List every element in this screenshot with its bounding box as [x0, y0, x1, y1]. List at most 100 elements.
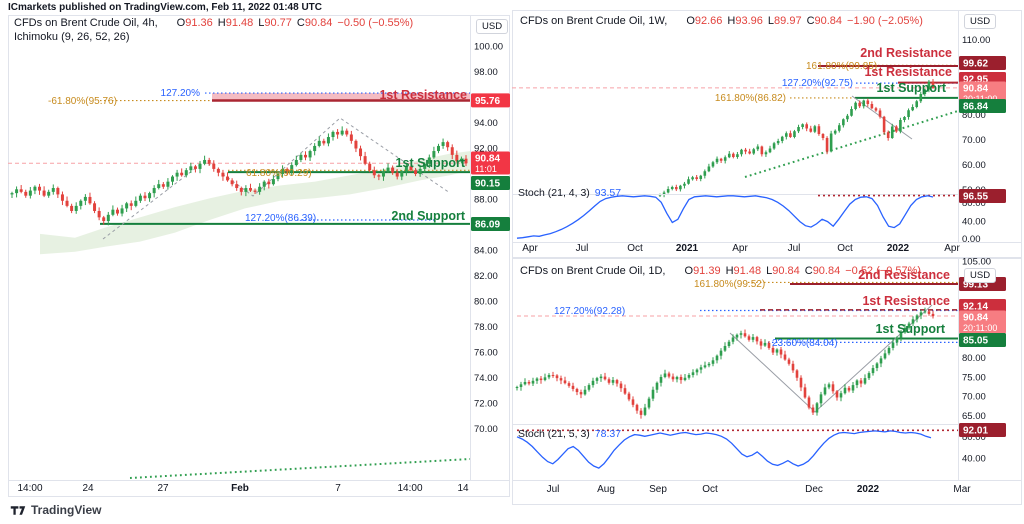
- candle-body: [743, 333, 747, 337]
- candle-body: [747, 336, 751, 340]
- candle-body: [595, 378, 599, 381]
- candle-body: [739, 333, 743, 335]
- annotation-23-60-84-04-: 23.60%(84.04): [772, 338, 838, 349]
- candle-body: [83, 196, 87, 201]
- chart-header-1d: CFDs on Brent Crude Oil, 1D, O91.39 H91.48…: [520, 265, 921, 277]
- candle-body: [805, 124, 808, 129]
- price-axis-h4[interactable]: [470, 15, 510, 480]
- x-tick: 14:00: [17, 483, 42, 494]
- price-pane-d1[interactable]: [512, 258, 958, 480]
- candle-body: [567, 383, 571, 386]
- annotation-1st-resistance: 1st Resistance: [864, 65, 952, 79]
- x-tick: Jul: [788, 243, 801, 254]
- y-tick: 82.00: [474, 271, 498, 282]
- candle-body: [359, 148, 363, 157]
- candle-body: [751, 337, 755, 340]
- candle-body: [647, 398, 651, 408]
- time-axis-d1[interactable]: [512, 480, 1022, 505]
- candle-body: [903, 327, 907, 333]
- candle-body: [907, 323, 911, 328]
- price-label-value: 86.09: [475, 220, 500, 231]
- y-tick: 98.00: [474, 67, 498, 78]
- price-pane-w1[interactable]: [512, 10, 958, 242]
- candle-body: [776, 141, 780, 144]
- x-tick: 7: [335, 483, 341, 494]
- price-label-value: 90.84: [963, 313, 988, 324]
- price-pane-h4[interactable]: [8, 15, 470, 480]
- candle-body: [771, 347, 775, 353]
- candle-body: [783, 354, 787, 360]
- x-tick: 14:00: [397, 483, 422, 494]
- y-tick: 100.00: [474, 42, 503, 53]
- annotation-1st-resistance: 1st Resistance: [862, 294, 950, 308]
- candle-body: [161, 184, 165, 187]
- candle-body: [895, 126, 898, 132]
- candle-body: [823, 387, 827, 395]
- panel-d1: 161.80%(99.52) 2nd Resistance 127.20%(92.2…: [512, 256, 1022, 505]
- price-label-box: [959, 99, 1006, 113]
- candle-body: [785, 133, 788, 137]
- y-tick: 76.00: [474, 348, 498, 359]
- y-tick: 75.00: [962, 372, 986, 383]
- candle-body: [671, 376, 675, 380]
- y-tick: 80.00: [962, 110, 986, 121]
- annotation-127-20-92-75-: 127.20%(92.75): [782, 78, 853, 89]
- candle-body: [803, 387, 807, 398]
- change-1d: −0.52 (−0.57%): [845, 265, 922, 277]
- candle-body: [134, 200, 138, 206]
- price-label-value: 90.15: [475, 179, 500, 190]
- candle-body: [551, 375, 555, 377]
- price-label-value: 86.84: [963, 102, 988, 113]
- trendline-1: [102, 117, 451, 240]
- candle-body: [919, 312, 923, 316]
- candle-body: [441, 142, 445, 146]
- candle-body: [322, 140, 326, 144]
- candle-body: [879, 358, 883, 364]
- tradingview-branding: TradingView: [10, 503, 101, 517]
- candle-body: [193, 166, 197, 169]
- candle-body: [859, 380, 863, 384]
- annotation-161-80-99-85-: 161.80%(99.85): [806, 61, 877, 72]
- candle-body: [10, 193, 14, 195]
- candle-body: [919, 94, 923, 102]
- candle-body: [248, 188, 252, 191]
- candle-body: [655, 382, 659, 390]
- stoch-tick: 0.00: [962, 234, 981, 245]
- price-axis-d1[interactable]: [958, 258, 1022, 480]
- candle-body: [615, 380, 619, 384]
- candle-body: [691, 177, 694, 180]
- candle-body: [519, 384, 523, 388]
- price-label-box: [471, 217, 510, 231]
- price-label-box: [959, 56, 1006, 70]
- time-axis-h4[interactable]: [8, 480, 510, 497]
- candle-body: [244, 188, 248, 192]
- price-label-box: [471, 176, 510, 190]
- candle-body: [354, 140, 358, 149]
- candle-body: [377, 175, 381, 177]
- candle-body: [28, 190, 32, 196]
- trendline-0: [129, 458, 471, 479]
- candle-body: [662, 192, 666, 195]
- candle-body: [129, 203, 133, 206]
- candle-body: [102, 217, 106, 222]
- panel-h4: 127.20% -61.80%(95.76) 1st Resistance 61.80…: [8, 15, 510, 497]
- price-axis-w1[interactable]: [958, 10, 1022, 242]
- candle-body: [349, 134, 353, 141]
- candle-body: [740, 149, 743, 155]
- candle-body: [607, 379, 611, 383]
- panel-w1: 161.80%(99.85)2nd Resistance 127.20%(92.7…: [512, 10, 1022, 258]
- candle-body: [106, 214, 110, 222]
- candle-body: [395, 172, 399, 177]
- candle-body: [267, 181, 271, 185]
- candle-body: [148, 193, 152, 199]
- price-label-box: [959, 423, 1006, 437]
- candle-body: [931, 81, 935, 88]
- y-tick: 70.00: [962, 392, 986, 403]
- candle-body: [409, 166, 413, 171]
- x-tick: 24: [82, 483, 94, 494]
- candle-body: [303, 154, 307, 158]
- candle-body: [732, 153, 735, 157]
- time-axis-w1[interactable]: [512, 242, 1022, 258]
- candle-body: [571, 385, 575, 389]
- candle-body: [775, 349, 779, 353]
